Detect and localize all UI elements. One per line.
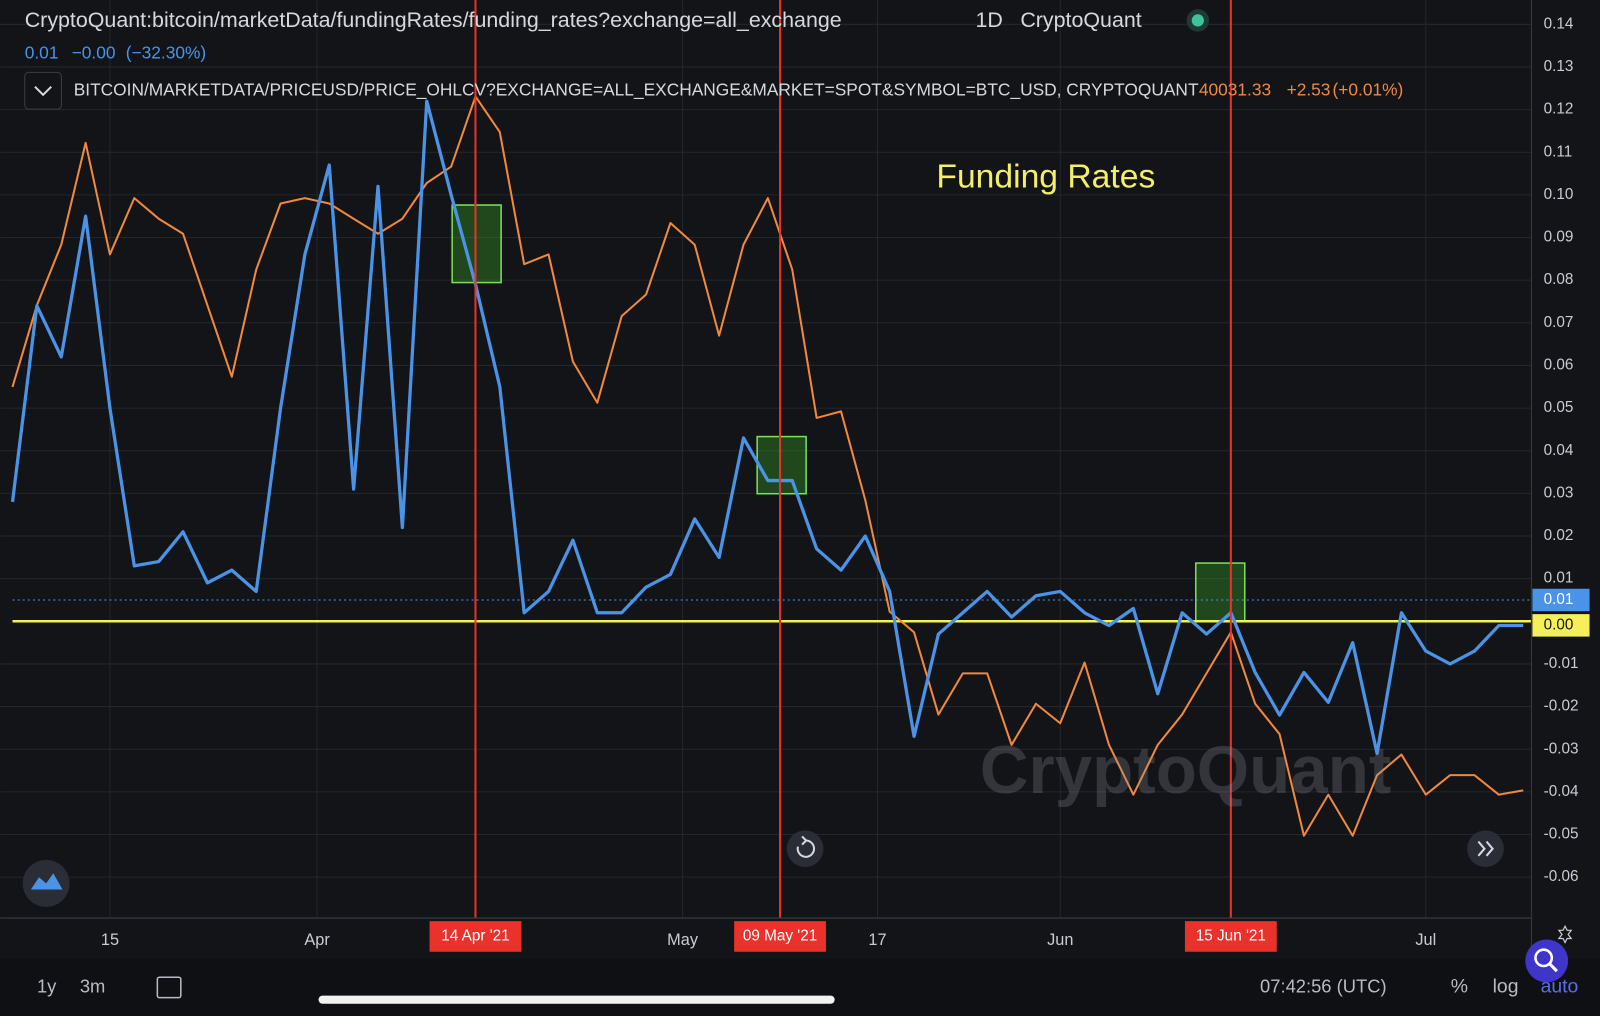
x-tick-label: 17 [868,931,886,949]
range-button[interactable]: 1y [37,975,57,996]
marker-badge [1184,921,1277,952]
source: CryptoQuant [1020,8,1141,32]
log-button[interactable]: log [1493,976,1519,998]
legend-value: +2.53 [1287,79,1331,99]
highlight-box [451,204,502,284]
x-tick-label: 15 [101,931,119,949]
axes: 0.14 0.13 0.12 0.11 0.10 0.09 0.08 0.07 0.06 0.05… [101,15,1590,952]
range-button[interactable]: 3m [80,975,106,996]
highlight-box [1195,562,1246,622]
grid [0,0,1532,919]
y-tick-label: 0.04 [1544,442,1574,459]
legend-value: 0.01 [25,43,59,63]
y-tick-label: -0.04 [1544,783,1579,800]
marker-badge [734,921,826,952]
legend-series-name: BITCOIN/MARKETDATA/PRICEUSD/PRICE_OHLCV?… [74,79,1199,99]
y-tick-label: 0.02 [1544,527,1574,544]
legend-value: (−32.30%) [126,43,206,63]
legend-value: 40031.33 [1199,79,1271,99]
x-tick-label: Jul [1415,931,1436,949]
marker-label: 14 Apr '21 [441,927,509,944]
reset-icon [801,835,808,846]
settings-icon[interactable] [1557,924,1573,944]
y-tick-label: 0.03 [1544,484,1574,501]
logo-icon [30,873,63,890]
zero-label: 0.00 [1544,616,1574,633]
y-tick-label: 0.06 [1544,356,1574,373]
series-line [10,99,1524,756]
legend-value: (+0.01%) [1332,79,1403,99]
watermark: CryptoQuant [980,733,1391,808]
interval: 1D [975,8,1002,32]
home-indicator [318,995,835,1004]
y-tick-label: 0.13 [1544,58,1574,75]
toolbar [0,958,1600,1016]
y-tick-label: 0.07 [1544,314,1574,331]
clock: 07:42:56 (UTC) [1260,975,1387,996]
chevron-icon [34,85,52,97]
y-tick-label: 0.10 [1544,186,1574,203]
y-tick-label: -0.05 [1544,826,1579,843]
y-tick-label: -0.01 [1544,655,1579,672]
series-line [11,95,1524,837]
logo-button[interactable] [22,859,70,907]
x-tick-label: Jun [1047,931,1073,949]
scroll-icon [1477,840,1494,857]
y-tick-label: 0.12 [1544,101,1574,118]
y-tick-label: 0.14 [1544,15,1574,32]
search-icon [1534,948,1554,968]
y-tick-label: -0.02 [1544,698,1579,715]
legend-value: −0.00 [72,43,116,63]
y-tick-label: 0.01 [1544,570,1574,587]
x-tick-label: Apr [304,931,330,949]
search-icon [1548,962,1558,973]
reset-icon [796,839,816,858]
chart-title: CryptoQuant:bitcoin/marketData/fundingRa… [25,8,842,32]
search-button[interactable] [1525,939,1569,983]
last-value-badge [1532,588,1590,612]
status-dot [1191,14,1204,27]
y-tick-label: -0.03 [1544,740,1579,757]
x-tick-label: May [667,931,699,949]
marker-label: 09 May '21 [743,927,817,944]
annotation: Funding Rates [936,158,1155,195]
plot [10,0,1532,919]
y-tick-label: 0.11 [1544,143,1573,160]
marker-label: 15 Jun '21 [1196,927,1266,944]
reset-button[interactable] [786,830,824,868]
y-tick-label: -0.06 [1544,868,1579,885]
y-tick-label: 0.05 [1544,399,1574,416]
zero-badge [1532,614,1590,637]
collapse-button[interactable] [24,71,62,110]
y-tick-label: 0.09 [1544,229,1574,246]
marker-badge [429,921,522,952]
y-tick-label: 0.08 [1544,271,1574,288]
percent-button[interactable]: % [1451,976,1468,998]
date-range-icon[interactable] [156,976,182,999]
highlight-box [756,435,807,495]
last-value-label: 0.01 [1544,591,1574,608]
